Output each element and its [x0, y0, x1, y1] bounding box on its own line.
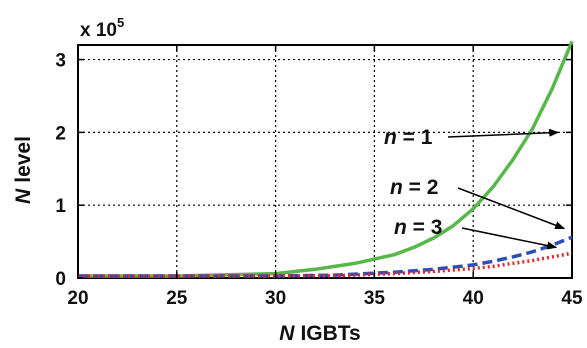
x-tick-label: 25: [166, 288, 188, 309]
y-multiplier-exp: 5: [117, 15, 124, 30]
series-line-n3: [78, 251, 573, 278]
y-ticks: 0 1 2 3: [55, 51, 572, 290]
x-axis-label-text: IGBTs: [300, 322, 360, 345]
annotation-n1: n = 1: [384, 126, 433, 149]
annotation-arrow-n2: [457, 187, 566, 230]
y-axis-label-n: N: [12, 188, 35, 204]
y-multiplier: x 105: [80, 15, 124, 41]
series-line-n1: [78, 40, 574, 278]
annotations: n = 1 n = 2 n = 3: [384, 126, 566, 250]
x-axis-label: N IGBTs: [279, 322, 360, 345]
annotation-n3: n = 3: [394, 216, 442, 239]
plot-frame: [77, 44, 573, 279]
y-tick-label: 2: [55, 123, 66, 144]
annotation-arrow-n3: [461, 227, 558, 250]
x-tick-label: 45: [561, 288, 583, 309]
x-tick-label: 30: [265, 288, 286, 309]
annotation-n2: n = 2: [390, 176, 438, 199]
y-axis-label: Nlevel: [12, 136, 35, 204]
y-tick-label: 1: [55, 196, 66, 217]
x-tick-label: 40: [463, 288, 484, 309]
x-ticks: 20 25 30 35 40 45: [67, 45, 583, 309]
y-tick-label: 0: [55, 269, 66, 290]
y-multiplier-base: x 10: [80, 20, 117, 41]
x-tick-label: 20: [67, 288, 88, 309]
series-lines: [78, 40, 574, 278]
annotation-arrow-n1: [447, 128, 560, 138]
series-line-n2: [78, 235, 573, 278]
y-axis-label-text: level: [12, 136, 35, 183]
y-tick-label: 3: [55, 51, 66, 72]
x-tick-label: 35: [364, 288, 386, 309]
grid: [78, 45, 572, 278]
x-axis-label-n: N: [279, 322, 295, 345]
